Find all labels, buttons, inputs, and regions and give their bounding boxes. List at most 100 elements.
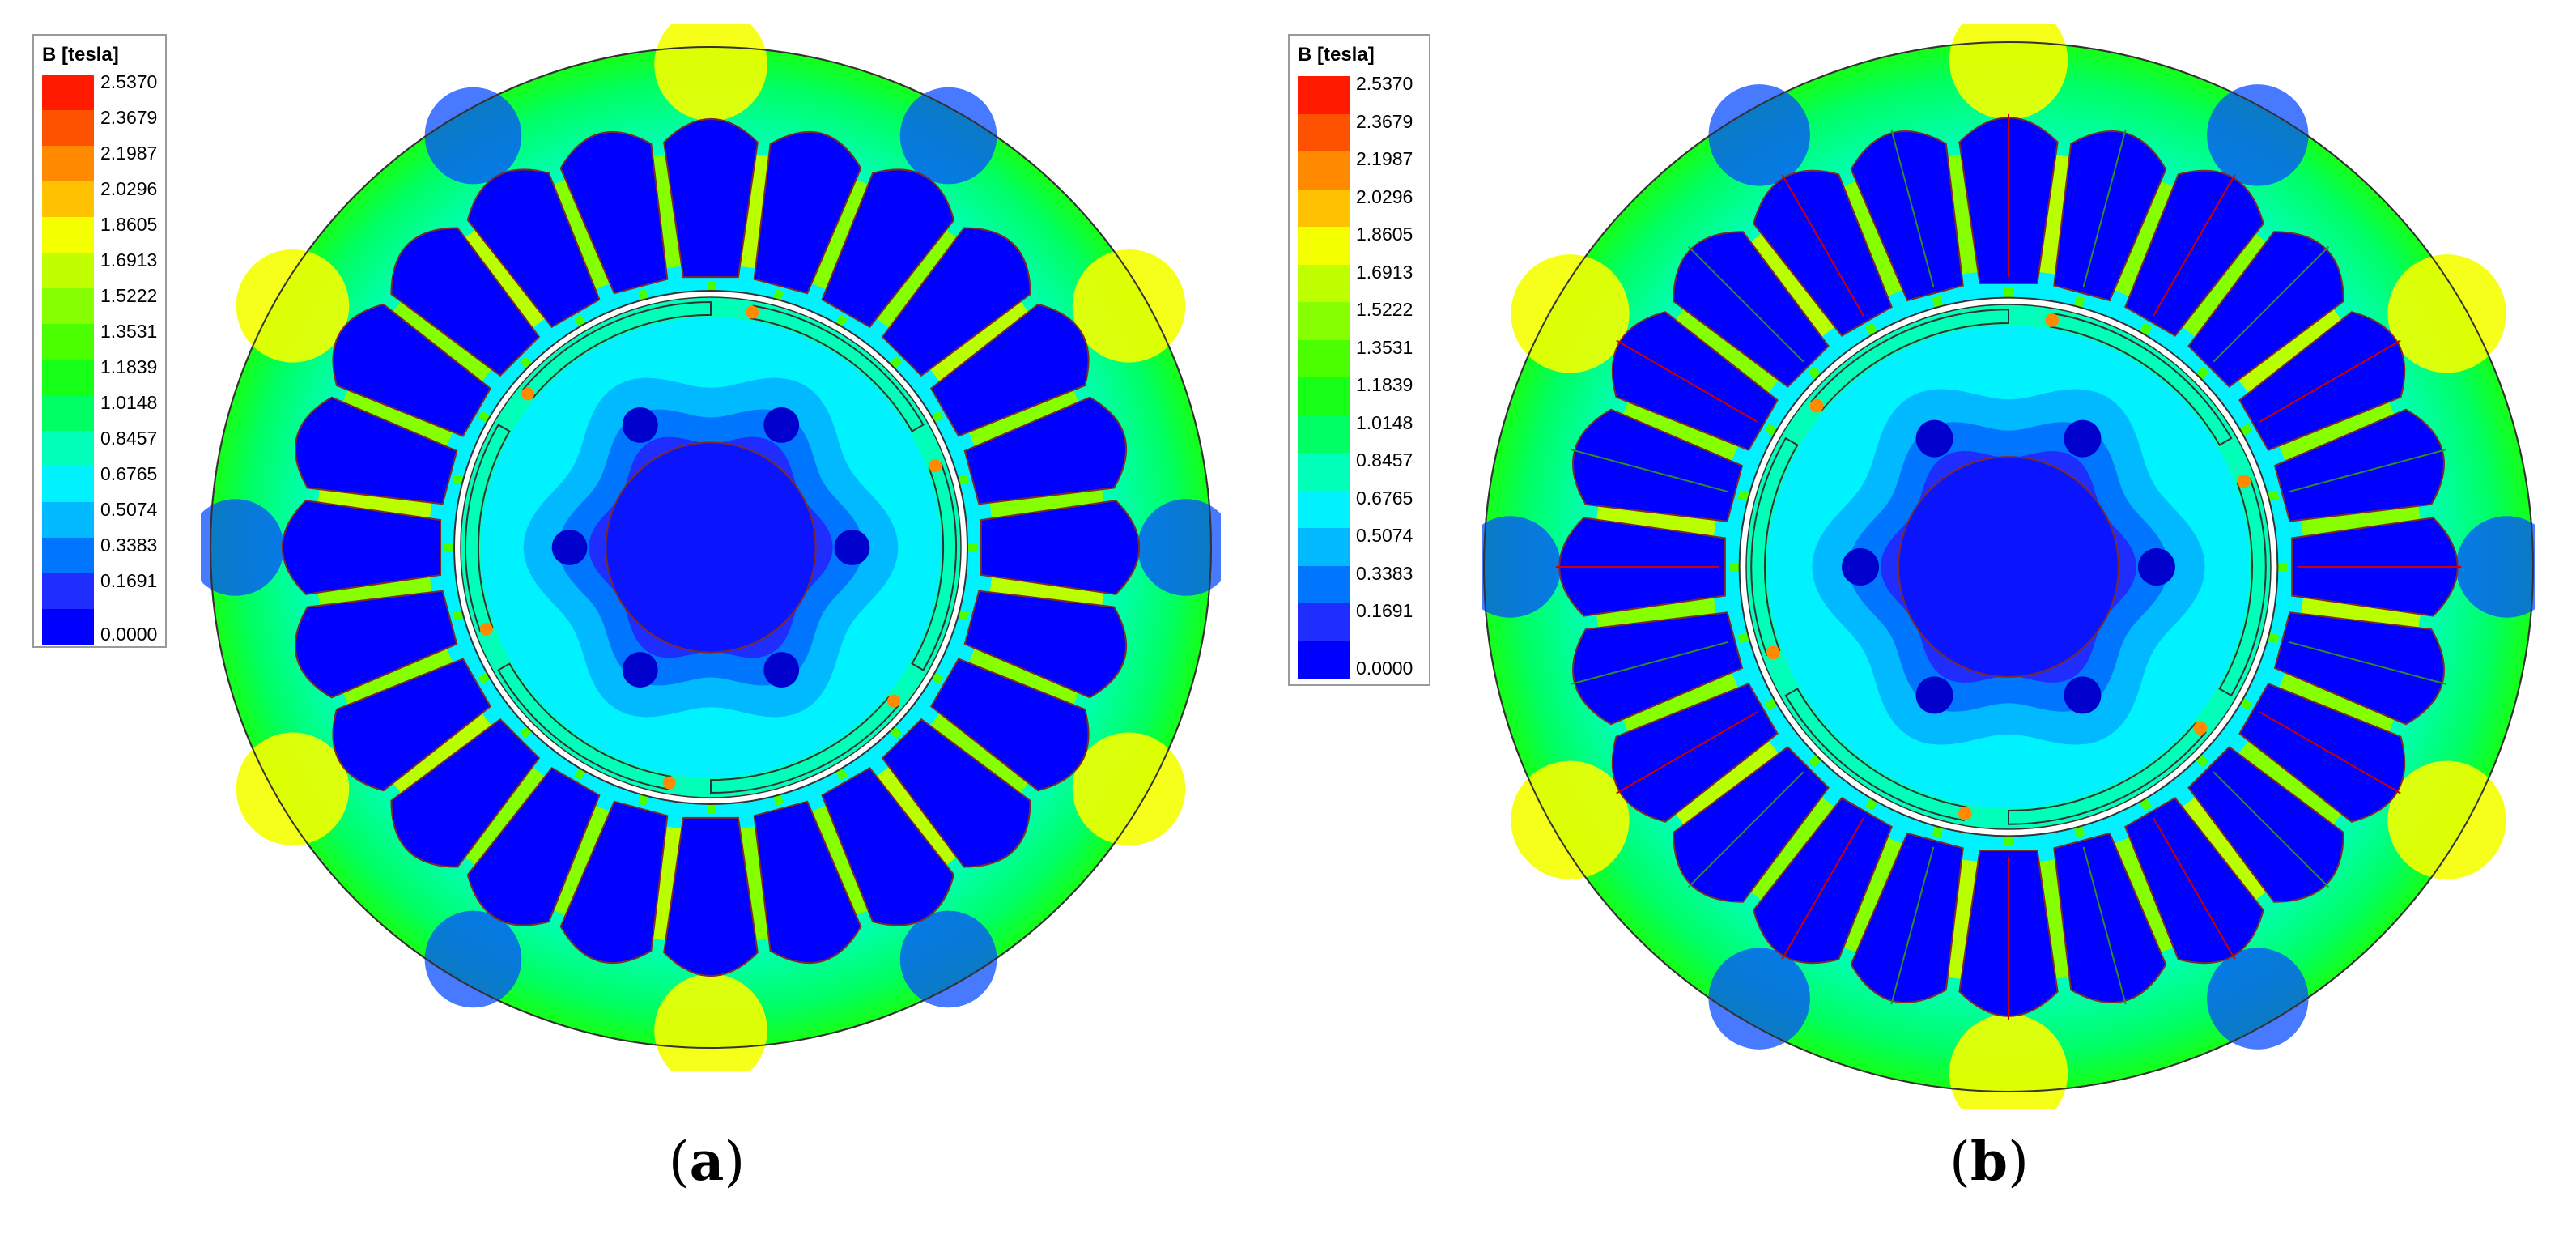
stator-tooth [2163, 218, 2287, 351]
legend-swatch [42, 288, 94, 324]
stator-tooth [2163, 782, 2287, 916]
magnet-edge-hotspot [887, 694, 900, 708]
winding-divider [1616, 339, 1758, 423]
stator-tooth [1730, 782, 1854, 916]
stator-slot [1572, 611, 1744, 726]
stator-slot [929, 303, 1090, 437]
legend-swatch [1298, 189, 1350, 227]
stator-slot [466, 168, 601, 329]
winding-divider [1781, 817, 1864, 960]
magnet-edge-hotspot [2045, 313, 2060, 327]
flux-density-map-a [201, 24, 1221, 1071]
legend-swatch [1298, 415, 1350, 453]
rotor-hole [2064, 419, 2102, 458]
high-flux-patch [1511, 760, 1630, 879]
permanent-magnet [1810, 309, 2009, 411]
slot-opening [1729, 562, 1743, 572]
permanent-magnet [750, 304, 925, 432]
stator-slot [294, 590, 458, 699]
rotor-hole [763, 407, 800, 443]
stator-slot [294, 396, 458, 505]
legend-swatch [42, 324, 94, 360]
stator-slot [1572, 408, 1744, 522]
stator-slot [559, 800, 669, 965]
stator-slot [1753, 797, 1893, 965]
low-flux-patch [424, 87, 522, 185]
slot-opening [444, 543, 458, 551]
legend-swatch [42, 502, 94, 538]
stator-slot [2053, 130, 2167, 302]
legend-b: B [tesla] 2.5370 2.3679 2.1987 2.0296 1.8605… [1288, 34, 1430, 686]
low-flux-patch [899, 910, 997, 1008]
legend-value: 0.0000 [1356, 658, 1413, 679]
winding-divider [1687, 245, 1804, 363]
winding-divider [1687, 771, 1804, 888]
slot-opening [2274, 562, 2288, 572]
rotor-hole [763, 652, 800, 688]
stator-tooth [1730, 218, 1854, 351]
stator-slot [663, 118, 759, 279]
permanent-magnet [2050, 312, 2233, 446]
stator-slot [332, 658, 492, 792]
high-flux-patch [1949, 1014, 2068, 1109]
legend-swatch [1298, 377, 1350, 415]
winding-divider [1781, 174, 1864, 317]
winding-divider [2259, 711, 2401, 794]
legend-value: 0.5074 [1356, 525, 1413, 546]
legend-swatch [1298, 641, 1350, 679]
high-flux-patch [2387, 254, 2506, 373]
stator-slot [2238, 683, 2406, 823]
stator-tooth [2224, 722, 2357, 845]
rotor-hole [551, 530, 588, 565]
stator-slot [1611, 683, 1779, 823]
legend-swatch [42, 181, 94, 217]
rotor-hole [622, 407, 658, 443]
legend-value: 1.1839 [1356, 374, 1413, 395]
winding-divider [2082, 846, 2127, 1005]
legend-swatch [42, 253, 94, 288]
legend-value: 1.3531 [1356, 336, 1413, 358]
stator-slot [466, 766, 601, 926]
stator-tooth [916, 695, 1044, 813]
panel-a: B [tesla] 2.5370 2.3679 2.1987 2.0296 1.8605… [32, 24, 1221, 1193]
legend-value: 0.3383 [100, 534, 158, 556]
winding-divider [2288, 449, 2446, 493]
winding-divider [2259, 339, 2401, 423]
permanent-magnet [911, 462, 957, 671]
legend-value: 1.8605 [1356, 224, 1413, 245]
legend-value: 0.0000 [100, 624, 158, 645]
legend-swatch [1298, 113, 1350, 151]
stator-slot [2238, 311, 2406, 451]
legend-value: 0.6765 [100, 463, 158, 484]
winding-divider [2153, 817, 2236, 960]
stator-slot [2273, 611, 2445, 726]
rotor-hole [1915, 676, 1953, 714]
magnet-edge-hotspot [929, 459, 942, 473]
stator-slot [821, 168, 955, 329]
legend-swatch [1298, 339, 1350, 377]
legend-value: 0.5074 [100, 499, 158, 520]
stator-slot [821, 766, 955, 926]
legend-swatch [42, 75, 94, 110]
legend-value: 2.5370 [1356, 73, 1413, 94]
low-flux-patch [1482, 516, 1562, 618]
stator-slot [2124, 797, 2264, 965]
low-flux-patch [2207, 948, 2309, 1050]
high-flux-patch [236, 249, 350, 363]
high-flux-patch [1949, 24, 2068, 120]
magnet-edge-hotspot [662, 776, 676, 790]
stator-tooth [858, 752, 976, 880]
legend-swatch [42, 110, 94, 146]
low-flux-patch [899, 87, 997, 185]
stator-slot [963, 396, 1128, 505]
legend-value: 0.8457 [1356, 449, 1413, 471]
winding-divider [1890, 129, 1935, 287]
permanent-magnet [2008, 722, 2207, 825]
stator-tooth [445, 215, 563, 343]
permanent-magnet [465, 424, 511, 632]
legend-value: 1.0148 [1356, 411, 1413, 433]
stator-slot [963, 590, 1128, 699]
slot-opening [963, 543, 977, 551]
stator-outline [1483, 41, 2534, 1092]
legend-swatch [1298, 565, 1350, 603]
